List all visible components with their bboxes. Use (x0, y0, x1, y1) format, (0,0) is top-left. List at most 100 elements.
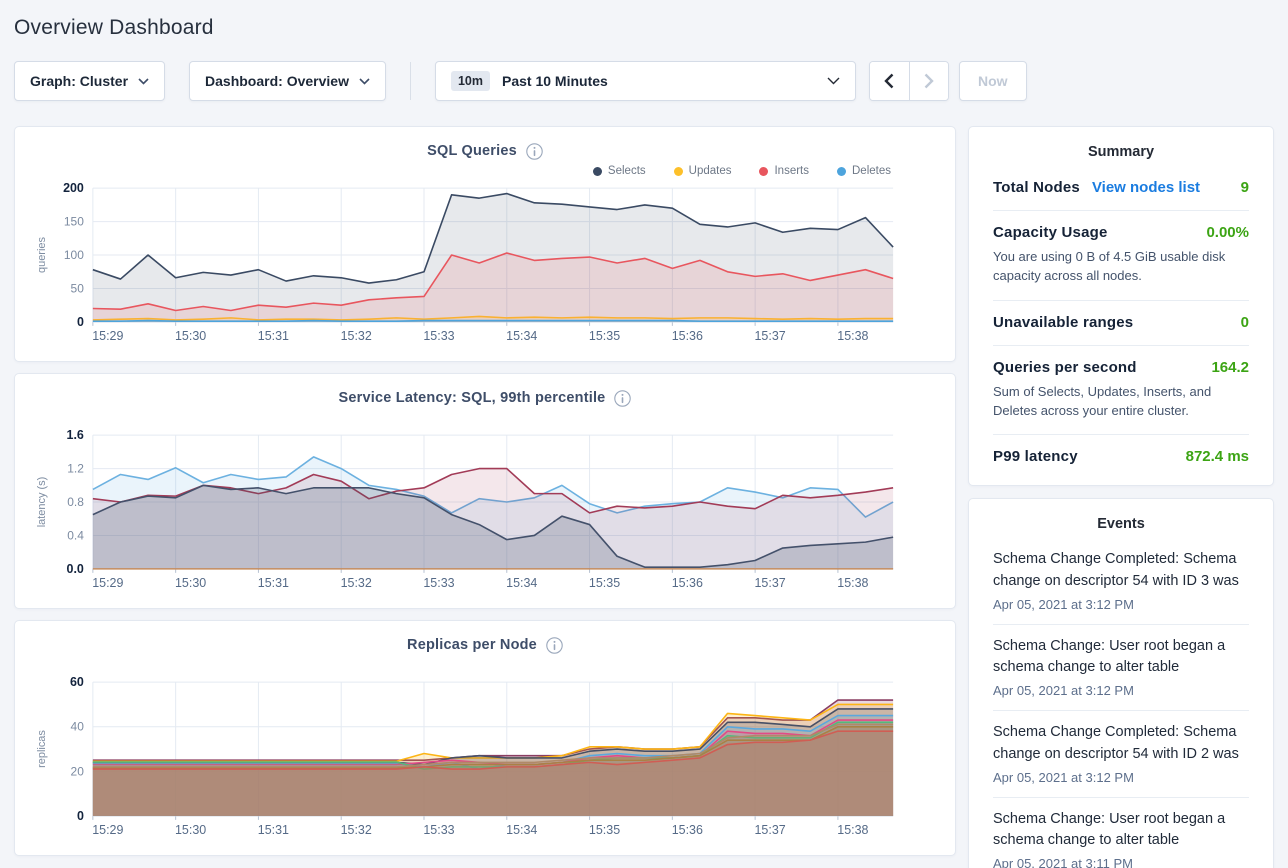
summary-row-label: Total Nodes (993, 179, 1080, 196)
chart-title: Service Latency: SQL, 99th percentile (338, 390, 606, 406)
event-text: Schema Change: User root began a schema … (993, 637, 1226, 676)
svg-text:15:29: 15:29 (92, 329, 123, 343)
summary-panel: Summary Total Nodes View nodes list 9 Ca… (968, 126, 1274, 486)
svg-text:15:33: 15:33 (423, 823, 454, 837)
time-range-select[interactable]: 10m Past 10 Minutes (434, 61, 856, 101)
chart-legend: Selects Updates Inserts Deletes (31, 162, 939, 180)
events-panel: Events Schema Change Completed: Schema c… (968, 498, 1274, 868)
charts-column: SQL Queries Selects Updates Inserts Deletes… (14, 126, 956, 856)
info-icon[interactable] (546, 636, 563, 654)
time-step-forward-button[interactable] (908, 62, 948, 100)
legend-dot (759, 166, 769, 176)
svg-text:0: 0 (77, 809, 84, 823)
svg-text:15:32: 15:32 (341, 576, 372, 590)
dashboard-dropdown[interactable]: Dashboard: Overview (189, 61, 386, 101)
service-latency-chart[interactable]: 15:29 15:30 15:31 15:32 15:33 15:34 15:35 15:36… (31, 427, 939, 595)
time-range-label: Past 10 Minutes (501, 73, 608, 89)
summary-row-value: 164.2 (1211, 358, 1249, 376)
legend-item-deletes: Deletes (837, 165, 891, 177)
svg-text:1.2: 1.2 (67, 462, 84, 476)
chevron-down-icon (138, 77, 149, 85)
event-item: Schema Change: User root began a schema … (993, 798, 1249, 868)
time-step-buttons (868, 61, 949, 101)
svg-text:15:31: 15:31 (258, 823, 289, 837)
event-text: Schema Change Completed: Schema change o… (993, 551, 1239, 589)
svg-text:15:35: 15:35 (589, 329, 620, 343)
graph-scope-dropdown[interactable]: Graph: Cluster (14, 61, 166, 101)
time-step-back-button[interactable] (869, 62, 909, 100)
event-timestamp: Apr 05, 2021 at 3:12 PM (993, 596, 1134, 612)
info-icon[interactable] (614, 389, 632, 407)
summary-row-value: 0 (1240, 313, 1249, 331)
svg-text:0: 0 (77, 315, 84, 329)
now-button[interactable]: Now (958, 61, 1027, 101)
svg-text:15:31: 15:31 (258, 576, 289, 590)
svg-text:15:38: 15:38 (837, 576, 868, 590)
event-item: Schema Change Completed: Schema change o… (993, 711, 1249, 798)
replicas-per-node-chart[interactable]: 15:29 15:30 15:31 15:32 15:33 15:34 15:35 15:36… (31, 674, 939, 842)
svg-text:15:32: 15:32 (341, 823, 372, 837)
chevron-left-icon (884, 73, 894, 89)
svg-text:15:36: 15:36 (672, 576, 703, 590)
event-item: Schema Change Completed: Schema change o… (993, 538, 1249, 625)
events-title: Events (1097, 516, 1145, 532)
svg-text:0.4: 0.4 (67, 528, 84, 542)
svg-text:150: 150 (64, 215, 84, 229)
svg-text:50: 50 (71, 281, 85, 295)
toolbar-divider (409, 62, 411, 100)
svg-text:15:35: 15:35 (589, 576, 620, 590)
svg-text:15:33: 15:33 (423, 329, 454, 343)
toolbar: Graph: Cluster Dashboard: Overview 10m P… (14, 61, 1274, 101)
event-item: Schema Change: User root began a schema … (993, 625, 1249, 711)
legend-dot (592, 166, 602, 176)
summary-row-value: 872.4 ms (1185, 448, 1249, 466)
svg-text:60: 60 (70, 675, 84, 689)
chevron-right-icon (924, 73, 934, 89)
page-title: Overview Dashboard (14, 16, 214, 39)
event-timestamp: Apr 05, 2021 at 3:12 PM (993, 769, 1134, 785)
summary-row: Capacity Usage 0.00% You are using 0 B o… (993, 211, 1249, 301)
svg-text:1.6: 1.6 (67, 428, 84, 442)
svg-text:200: 200 (63, 181, 84, 195)
view-nodes-list-link[interactable]: View nodes list (1091, 179, 1201, 196)
legend-item-selects: Selects (592, 165, 646, 177)
info-icon[interactable] (526, 142, 543, 160)
summary-row: Queries per second 164.2 Sum of Selects,… (993, 346, 1249, 436)
svg-text:15:34: 15:34 (506, 823, 537, 837)
chevron-down-icon (359, 77, 370, 85)
legend-item-inserts: Inserts (759, 165, 809, 177)
dashboard-dropdown-label: Dashboard: Overview (205, 73, 349, 89)
svg-text:15:36: 15:36 (672, 823, 703, 837)
svg-text:15:29: 15:29 (92, 823, 123, 837)
summary-row-description: Sum of Selects, Updates, Inserts, and De… (993, 383, 1212, 418)
svg-text:15:34: 15:34 (506, 576, 537, 590)
svg-text:replicas: replicas (36, 730, 48, 768)
svg-text:0.8: 0.8 (67, 495, 84, 509)
summary-row-value: 9 (1240, 179, 1249, 196)
sidebar-column: Summary Total Nodes View nodes list 9 Ca… (968, 126, 1274, 868)
sql-queries-chart-card: SQL Queries Selects Updates Inserts Deletes… (14, 126, 956, 362)
svg-text:15:32: 15:32 (341, 329, 372, 343)
event-timestamp: Apr 05, 2021 at 3:12 PM (993, 683, 1134, 698)
event-text: Schema Change Completed: Schema change o… (993, 724, 1239, 762)
svg-text:15:38: 15:38 (837, 329, 868, 343)
replicas-per-node-chart-card: Replicas per Node 15:29 15:30 15:31 15:32 15… (14, 620, 956, 856)
svg-text:15:37: 15:37 (754, 576, 785, 590)
summary-row-description: You are using 0 B of 4.5 GiB usable disk… (993, 249, 1226, 283)
svg-text:15:35: 15:35 (589, 823, 620, 837)
chart-legend (31, 656, 939, 674)
svg-text:15:38: 15:38 (837, 823, 868, 837)
svg-text:queries: queries (36, 237, 48, 273)
chart-title: SQL Queries (427, 143, 517, 159)
svg-text:15:30: 15:30 (175, 329, 206, 343)
summary-row-label: Queries per second (993, 358, 1137, 376)
svg-text:40: 40 (71, 720, 85, 734)
summary-title: Summary (1087, 144, 1155, 160)
summary-row: Unavailable ranges 0 (993, 301, 1249, 346)
svg-text:100: 100 (64, 248, 84, 262)
chart-title: Replicas per Node (407, 637, 537, 653)
chart-legend (31, 409, 939, 427)
sql-queries-chart[interactable]: 15:29 15:30 15:31 15:32 15:33 15:34 15:35 15:36… (31, 180, 939, 348)
chevron-down-icon (827, 77, 840, 85)
